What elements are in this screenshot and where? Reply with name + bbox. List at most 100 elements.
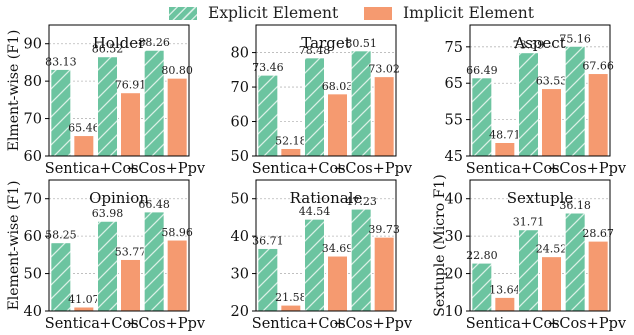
data-label: 63.53 — [536, 75, 568, 88]
bar-implicit — [327, 255, 348, 312]
x-tick-label: +Cos+Ppv — [126, 161, 206, 177]
y-axis-label: Element-wise (F1) — [6, 181, 22, 311]
legend-label-implicit: Implicit Element — [403, 4, 534, 22]
legend-label-explicit: Explicit Element — [208, 4, 339, 22]
data-label: 21.58 — [275, 291, 307, 304]
y-tick-label: 80 — [231, 46, 249, 62]
plot-frame — [48, 179, 190, 312]
y-tick-label: 75 — [445, 40, 463, 56]
bar-explicit — [471, 77, 493, 157]
data-label: 24.52 — [536, 243, 568, 256]
y-tick-label: 70 — [24, 192, 42, 208]
bar-explicit — [97, 56, 118, 157]
x-tick-label: Sentica — [45, 161, 100, 177]
x-tick-label: +Cos+Ppv — [126, 316, 206, 332]
legend: Explicit Element Implicit Element — [0, 0, 634, 26]
plot-frame — [255, 179, 397, 312]
legend-item-explicit: Explicit Element — [168, 2, 338, 24]
x-tick-label: +Cos — [99, 161, 138, 177]
y-tick-label: 30 — [231, 267, 249, 283]
subplot-title: Rationale — [290, 189, 363, 207]
data-label: 83.13 — [45, 55, 77, 68]
y-tick-label: 20 — [445, 267, 463, 283]
y-tick-label: 10 — [445, 304, 463, 320]
bar-implicit — [587, 240, 609, 312]
data-label: 58.25 — [45, 229, 77, 242]
bar-explicit — [518, 52, 539, 157]
bar-implicit — [541, 88, 562, 157]
plot-frame — [469, 179, 611, 312]
data-label: 39.73 — [368, 223, 400, 236]
bar-implicit — [280, 304, 302, 312]
subplot-opinion: 40 50 60 70 58.25 41.07 Sentica 63.98 53.77 +Cos 6… — [6, 179, 206, 332]
bar-implicit — [73, 306, 95, 312]
data-label: 58.96 — [161, 226, 193, 239]
y-tick-label: 60 — [24, 229, 42, 245]
subplot-rationale: 20 30 40 50 36.71 21.58 Sentica 44.54 34.69 +Cos 4… — [231, 179, 413, 332]
y-axis-label: Elment-wise (F1) — [6, 30, 22, 152]
data-label: 68.03 — [322, 80, 354, 93]
subplot-title: Sextuple — [507, 189, 574, 207]
data-label: 22.80 — [466, 249, 498, 262]
data-label: 66.48 — [138, 198, 170, 211]
data-label: 48.71 — [489, 128, 521, 141]
data-label: 47.23 — [345, 195, 377, 208]
y-axis-label: Sextuple (Micro F1) — [432, 174, 448, 316]
x-tick-label: Sentica — [45, 316, 100, 332]
bar-implicit — [373, 236, 395, 312]
legend-swatch-explicit — [168, 5, 198, 21]
x-tick-label: +Cos+Ppv — [547, 316, 627, 332]
data-label: 80.51 — [345, 37, 377, 50]
x-tick-label: +Cos+Ppv — [547, 161, 627, 177]
subplot-title: Holder — [93, 34, 146, 52]
y-tick-label: 40 — [445, 192, 463, 208]
data-label: 80.80 — [161, 64, 193, 77]
x-tick-label: +Cos — [520, 316, 559, 332]
x-tick-label: +Cos — [520, 161, 559, 177]
data-label: 75.16 — [559, 32, 591, 45]
subplot-title: Opinion — [89, 189, 149, 207]
data-label: 63.98 — [92, 207, 124, 220]
x-tick-label: +Cos — [99, 316, 138, 332]
data-label: 78.48 — [299, 44, 331, 57]
x-tick-label: Sentica — [252, 316, 307, 332]
bar-implicit — [166, 239, 188, 312]
data-label: 53.77 — [115, 245, 147, 258]
y-tick-label: 60 — [231, 115, 249, 131]
data-label: 73.02 — [368, 63, 400, 76]
data-label: 36.18 — [559, 199, 591, 212]
bar-implicit — [166, 77, 188, 157]
x-tick-label: +Cos+Ppv — [333, 161, 413, 177]
y-tick-label: 90 — [24, 37, 42, 53]
bar-explicit — [304, 218, 325, 312]
y-tick-label: 80 — [24, 74, 42, 90]
y-tick-label: 70 — [24, 112, 42, 128]
data-label: 67.66 — [582, 60, 614, 73]
bar-implicit — [541, 256, 562, 312]
y-tick-label: 40 — [24, 304, 42, 320]
subplot-title: Target — [301, 34, 350, 52]
y-tick-label: 40 — [231, 229, 249, 245]
bar-implicit — [120, 92, 141, 157]
data-label: 13.64 — [489, 283, 521, 296]
subplot-title: Aspect — [513, 34, 565, 52]
x-tick-label: +Cos+Ppv — [333, 316, 413, 332]
data-label: 28.67 — [582, 227, 614, 240]
data-label: 66.49 — [466, 64, 498, 77]
data-label: 65.46 — [68, 122, 100, 135]
data-label: 34.69 — [322, 242, 354, 255]
bar-explicit — [304, 57, 325, 157]
y-tick-label: 70 — [231, 80, 249, 96]
x-tick-label: Sentica — [252, 161, 307, 177]
bar-implicit — [494, 296, 516, 312]
bar-implicit — [587, 73, 609, 157]
subplot-sextuple: 10 20 30 40 22.80 13.64 Sentica 31.71 24.52 +Cos 3… — [432, 174, 627, 332]
x-tick-label: Sentica — [466, 316, 521, 332]
bar-implicit — [280, 147, 302, 157]
data-label: 41.07 — [68, 293, 100, 306]
data-label: 44.54 — [299, 205, 331, 218]
y-tick-label: 20 — [231, 304, 249, 320]
